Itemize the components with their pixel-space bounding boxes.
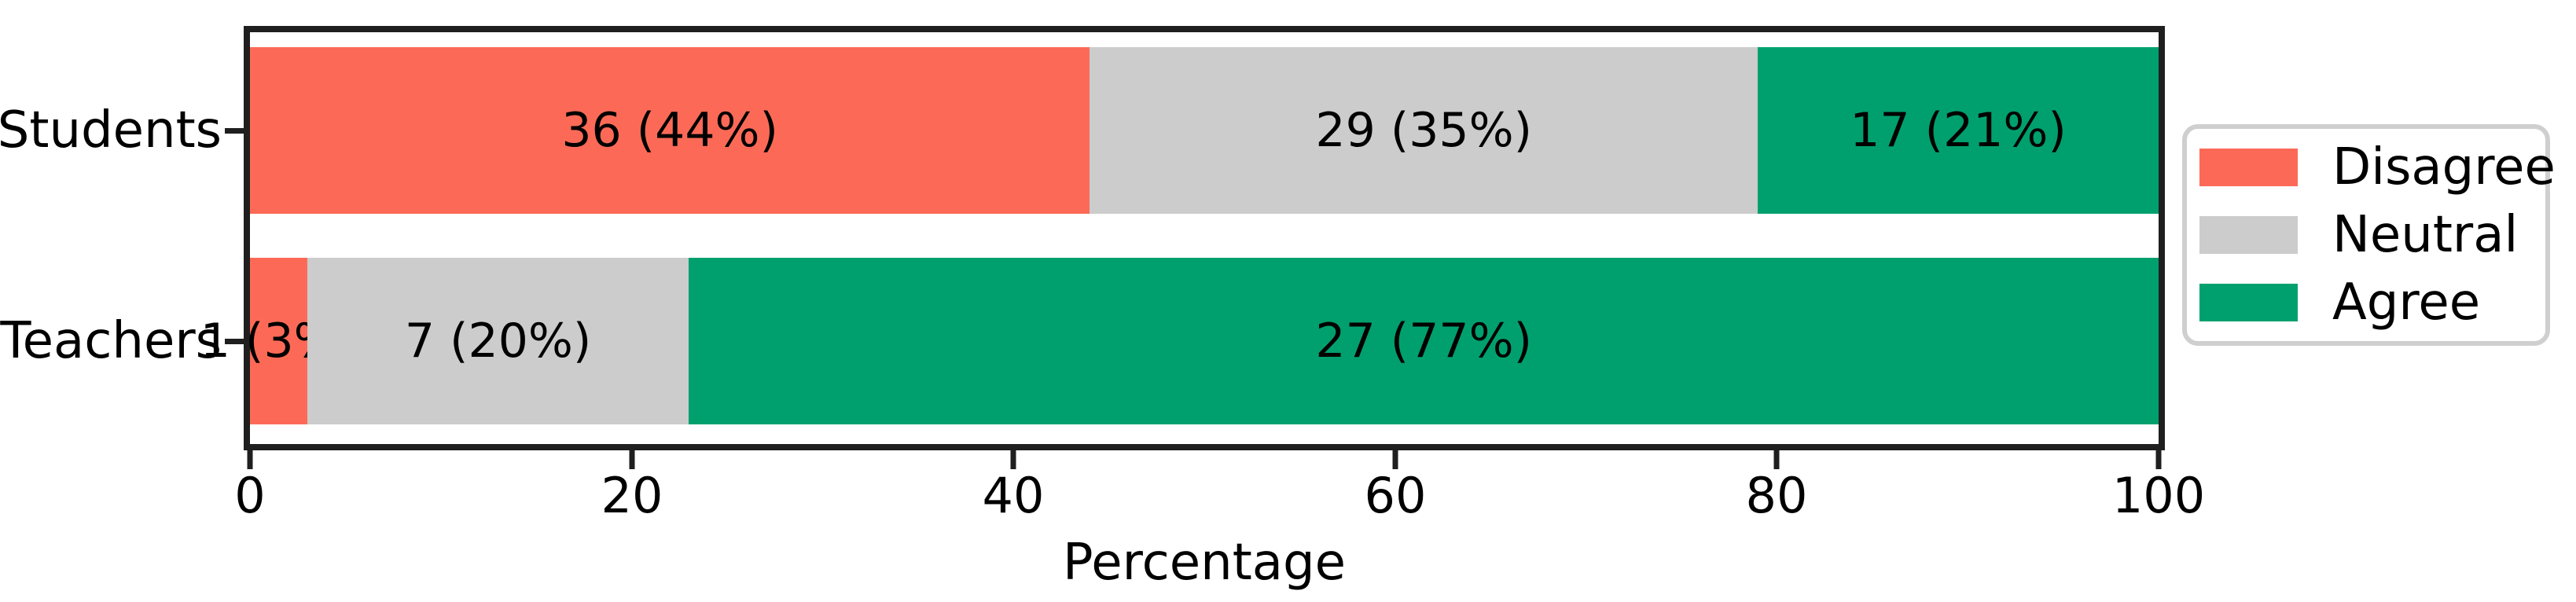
y-tick-mark [225, 339, 244, 344]
bar-value-label: 17 (21%) [1850, 103, 2067, 158]
legend-row: Agree [2199, 274, 2537, 331]
segment-students-neutral: 29 (35%) [1090, 47, 1758, 214]
x-axis-title: Percentage [1062, 534, 1347, 592]
legend-swatch-disagree [2199, 149, 2298, 186]
y-tick-label-teachers: Teachers [0, 312, 222, 370]
legend-swatch-neutral [2199, 216, 2298, 254]
legend: Disagree Neutral Agree [2182, 124, 2556, 346]
x-tick-label: 100 [2111, 467, 2206, 524]
bar-teachers: 1 (3%) 7 (20%) 27 (77%) [200, 258, 2159, 424]
legend-label: Agree [2332, 273, 2481, 332]
segment-teachers-agree: 27 (77%) [689, 258, 2159, 424]
x-tick-mark [2155, 450, 2162, 469]
legend-row: Disagree [2199, 139, 2556, 196]
bar-value-label: 36 (44%) [561, 103, 778, 158]
y-tick-label-students: Students [0, 101, 222, 160]
segment-students-disagree: 36 (44%) [250, 47, 1090, 214]
x-tick-label: 0 [234, 467, 266, 524]
segment-teachers-disagree: 1 (3%) [200, 258, 357, 424]
x-tick-mark [1010, 450, 1016, 469]
bar-value-label: 7 (20%) [404, 314, 592, 369]
x-tick-mark [247, 450, 253, 469]
bar-value-label: 29 (35%) [1315, 103, 1533, 158]
x-tick-label: 80 [1745, 467, 1808, 524]
x-tick-label: 60 [1364, 467, 1427, 524]
x-tick-label: 40 [982, 467, 1045, 524]
legend-label: Neutral [2332, 206, 2519, 264]
segment-students-agree: 17 (21%) [1758, 47, 2159, 214]
legend-swatch-agree [2199, 284, 2298, 321]
bar-value-label: 27 (77%) [1315, 314, 1532, 369]
x-tick-mark [1773, 450, 1780, 469]
bar-students: 36 (44%) 29 (35%) 17 (21%) [250, 47, 2159, 214]
x-tick-mark [1392, 450, 1398, 469]
legend-label: Disagree [2332, 138, 2556, 196]
legend-row: Neutral [2199, 207, 2537, 263]
segment-teachers-neutral: 7 (20%) [307, 258, 689, 424]
y-tick-mark [225, 128, 244, 134]
x-tick-label: 20 [601, 467, 663, 524]
x-tick-mark [629, 450, 635, 469]
plot-area: 36 (44%) 29 (35%) 17 (21%) 1 (3%) 7 (20%… [200, 26, 2165, 450]
